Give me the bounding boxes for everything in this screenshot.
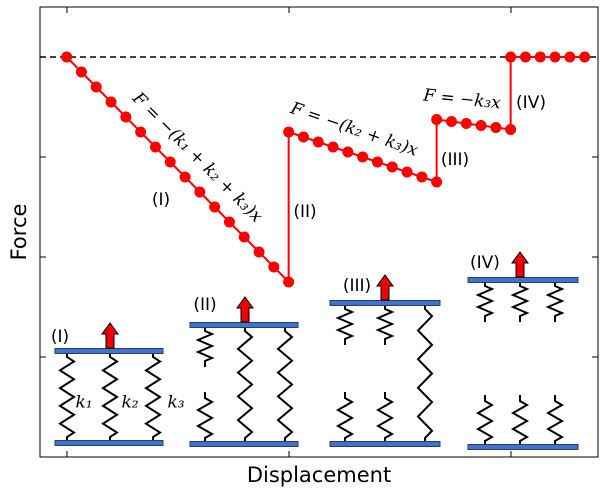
- data-point: [549, 51, 561, 63]
- data-point: [75, 66, 87, 78]
- y-axis-label: Force: [7, 204, 31, 261]
- spring: [58, 351, 76, 443]
- force-arrow: [101, 322, 119, 349]
- data-point: [342, 146, 354, 158]
- panel-label: (II): [193, 295, 216, 315]
- plate: [467, 277, 579, 283]
- tick-marks: [40, 7, 598, 457]
- spring: [545, 280, 565, 447]
- data-point: [371, 156, 383, 168]
- data-point: [534, 51, 546, 63]
- equation-annotation: F = −k₃x: [421, 85, 502, 113]
- data-point: [149, 141, 161, 153]
- spring: [375, 303, 395, 444]
- data-point: [386, 161, 398, 173]
- spring-constant-label: k₂: [121, 393, 138, 413]
- data-point: [401, 166, 413, 178]
- data-point: [179, 171, 191, 183]
- segment-label: (III): [441, 150, 469, 170]
- force-arrow: [376, 274, 394, 301]
- data-point: [164, 156, 176, 168]
- spring: [510, 280, 530, 447]
- data-point: [194, 186, 206, 198]
- plot-frame: [39, 6, 599, 458]
- data-point: [283, 126, 295, 138]
- spring: [416, 303, 434, 444]
- plate: [54, 440, 164, 446]
- data-point: [431, 176, 443, 188]
- data-point: [297, 131, 309, 143]
- data-point: [579, 51, 591, 63]
- plate: [189, 322, 299, 328]
- spring-constant-label: k₃: [167, 393, 184, 413]
- data-point: [519, 51, 531, 63]
- data-point: [505, 51, 517, 63]
- data-point: [61, 51, 73, 63]
- data-point: [445, 116, 457, 127]
- segment-label: (IV): [516, 93, 546, 113]
- data-point: [283, 276, 295, 288]
- equation-annotation: F = −(k₂ + k₃)x: [287, 98, 421, 161]
- data-point: [460, 118, 472, 129]
- panel-label: (I): [51, 327, 69, 347]
- data-point: [120, 111, 132, 123]
- data-point: [475, 120, 487, 131]
- plate: [329, 300, 441, 306]
- spring: [236, 325, 254, 444]
- data-point: [223, 216, 235, 228]
- force-arrow: [511, 251, 529, 278]
- data-point: [90, 81, 102, 93]
- data-point: [327, 141, 339, 153]
- data-point: [268, 261, 280, 273]
- plate: [54, 348, 164, 354]
- data-point: [238, 231, 250, 243]
- data-point: [312, 136, 324, 148]
- data-point: [357, 151, 369, 163]
- plate: [189, 441, 299, 447]
- data-point: [416, 171, 428, 183]
- spring-constant-label: k₁: [75, 393, 92, 413]
- spring: [101, 351, 119, 443]
- panel-label: (IV): [470, 253, 500, 273]
- spring: [335, 303, 355, 444]
- data-point: [431, 114, 443, 125]
- spring: [195, 325, 215, 444]
- plate: [329, 441, 441, 447]
- data-point: [505, 124, 517, 135]
- equation-annotation: F = −(k₁ + k₂ + k₃)x: [128, 88, 267, 227]
- data-point: [490, 122, 502, 133]
- segment-label: (I): [152, 190, 170, 210]
- spring-diagrams: (I) (II) (III) (IV) k₁ k₂ k₃: [51, 251, 579, 450]
- spring: [144, 351, 162, 443]
- spring: [276, 325, 294, 444]
- data-point: [253, 246, 265, 258]
- spring: [475, 280, 495, 447]
- data-point: [105, 96, 117, 108]
- segment-label: (II): [293, 202, 316, 222]
- data-point: [135, 126, 147, 138]
- force-arrow: [236, 296, 254, 323]
- x-axis-label: Displacement: [247, 463, 391, 487]
- panel-label: (III): [343, 276, 371, 296]
- data-point: [209, 201, 221, 213]
- data-point: [564, 51, 576, 63]
- plate: [467, 444, 579, 450]
